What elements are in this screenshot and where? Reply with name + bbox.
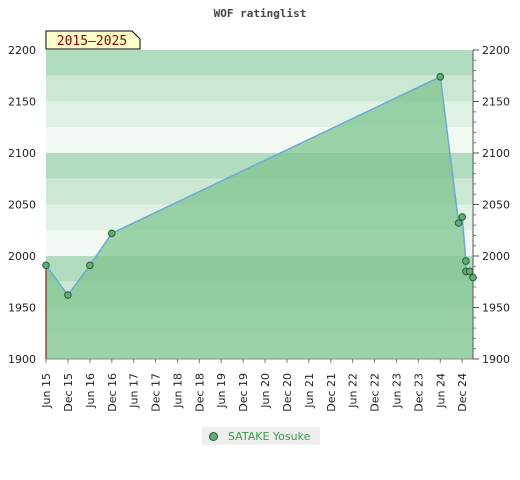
data-point [64,291,72,299]
y-tick-label-right: 2050 [482,199,510,212]
y-tick-label-right: 2200 [482,44,510,57]
y-tick-label-left: 1950 [8,302,36,315]
rating-area [46,76,473,360]
x-tick-label: Dec 16 [106,373,119,412]
x-tick-label: Jun 18 [171,373,184,409]
y-tick-label-left: 2200 [8,44,36,57]
y-tick-label-left: 2000 [8,250,36,263]
data-points [42,73,477,299]
data-point [436,73,445,81]
x-tick-label: Jun 23 [390,373,403,409]
y-tick-label-right: 1900 [482,353,510,366]
x-tick-label: Jun 22 [347,373,360,409]
x-tick-label: Dec 17 [150,373,163,412]
x-tick-label: Dec 23 [412,373,425,412]
legend: SATAKE Yosuke [202,427,320,445]
x-tick-label: Dec 19 [237,373,250,412]
x-tick-label: Dec 22 [369,373,382,412]
x-tick-label: Jun 19 [215,373,228,409]
data-point [465,267,474,276]
x-tick-label: Jun 15 [40,373,53,409]
data-point [469,273,477,282]
data-point [42,261,50,270]
x-tick-label: Jun 24 [434,373,447,409]
grid-band [46,50,473,76]
chart-title: WOF ratinglist [214,7,307,20]
period-badge-label: 2015–2025 [57,34,127,49]
axes: 1900 1900 1950 1950 2000 2000 2050 2050 2100 2100… [8,44,510,412]
y-tick-label-right: 2100 [482,147,510,160]
y-tick-label-right: 2000 [482,250,510,263]
data-point [108,229,116,238]
x-tick-label: Jun 21 [303,373,316,409]
y-tick-label-right: 2150 [482,96,510,109]
data-point [454,219,463,227]
data-point [462,257,470,265]
y-tick-label-left: 2050 [8,199,36,212]
x-tick-label: Jun 20 [259,373,272,409]
x-tick-label: Jun 17 [128,373,141,409]
x-tick-label: Jun 16 [84,373,97,409]
y-tick-label-left: 1900 [8,353,36,366]
x-tick-label: Dec 20 [281,373,294,412]
x-tick-label: Dec 15 [62,373,75,412]
data-point [86,261,94,270]
x-tick-label: Dec 24 [456,373,469,412]
legend-label: SATAKE Yosuke [228,429,311,443]
x-tick-label: Dec 18 [193,373,206,412]
y-tick-label-left: 2150 [8,96,36,109]
x-tick-label: Dec 21 [325,373,338,412]
data-point [458,213,467,221]
y-tick-label-right: 1950 [482,302,510,315]
y-tick-label-left: 2100 [8,147,36,160]
period-badge: 2015–2025 [45,30,141,50]
legend-marker [209,431,218,441]
